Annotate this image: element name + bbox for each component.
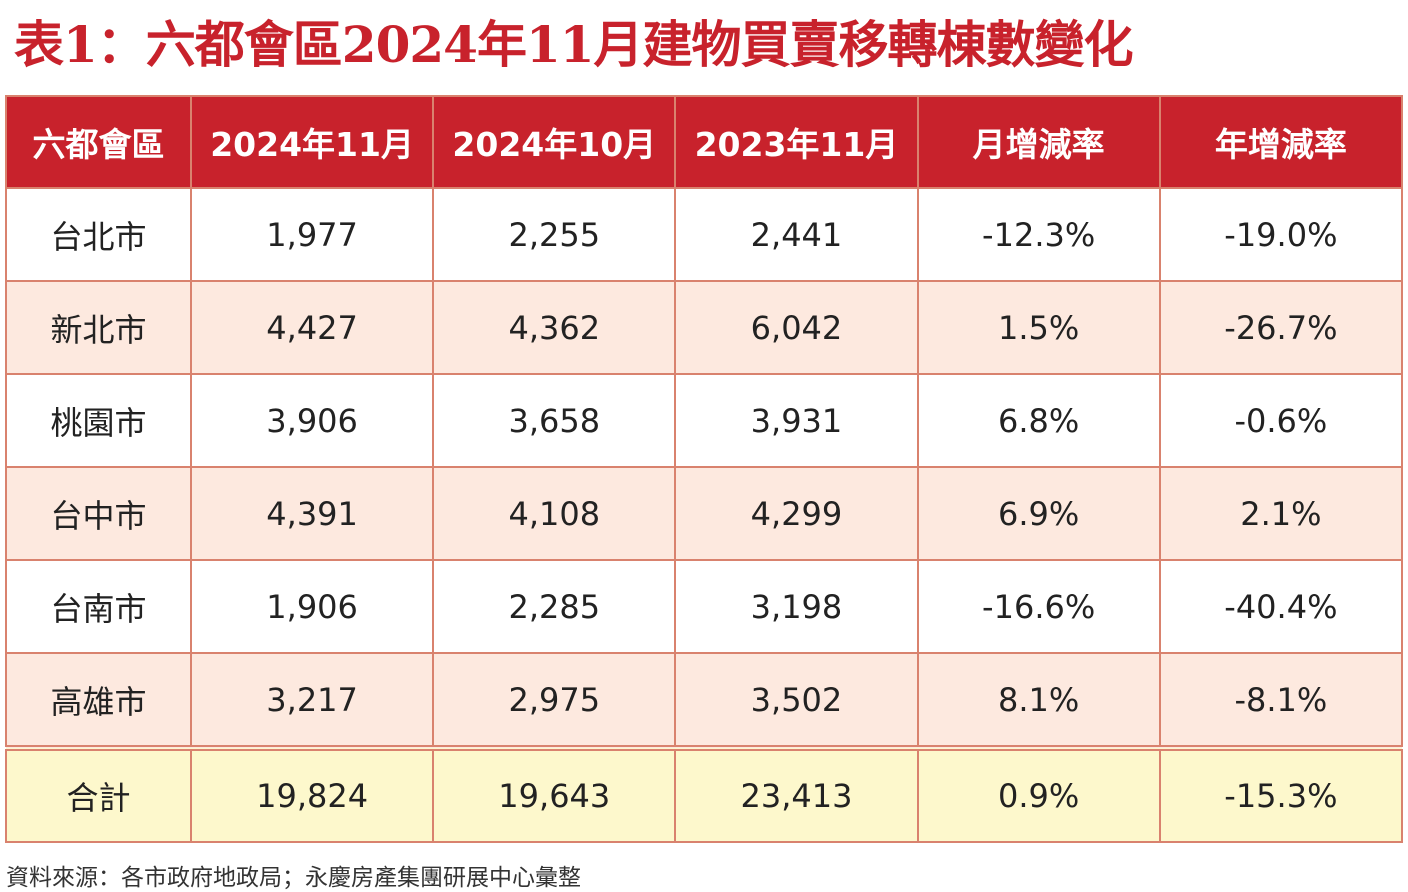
total-cell: 19,643 [432, 745, 677, 843]
header-cell: 2023年11月 [674, 95, 919, 189]
total-cell: 23,413 [674, 745, 919, 843]
header-cell: 年增減率 [1158, 95, 1404, 189]
table: 六都會區 2024年11月 2024年10月 2023年11月 月增減率 年增減率 台北市… [5, 95, 1404, 843]
table-cell: 4,299 [674, 466, 919, 561]
table-cell: 2,975 [432, 652, 677, 749]
table-cell: -40.4% [1158, 559, 1404, 654]
table-cell: 台北市 [5, 187, 192, 282]
table-cell: 3,931 [674, 373, 919, 468]
table-cell: 3,502 [674, 652, 919, 749]
table-footer: 合計 19,824 19,643 23,413 0.9% -15.3% [5, 745, 1404, 843]
table-cell: 8.1% [916, 652, 1161, 749]
table-row: 台南市 1,906 2,285 3,198 -16.6% -40.4% [5, 559, 1404, 654]
table-cell: 台中市 [5, 466, 192, 561]
table-cell: -0.6% [1158, 373, 1404, 468]
total-cell: 0.9% [916, 745, 1161, 843]
total-cell: 19,824 [189, 745, 435, 843]
table-cell: 6,042 [674, 280, 919, 375]
table-header: 六都會區 2024年11月 2024年10月 2023年11月 月增減率 年增減率 [5, 95, 1404, 189]
table-cell: 1,906 [189, 559, 435, 654]
table-cell: 新北市 [5, 280, 192, 375]
table-cell: 高雄市 [5, 652, 192, 749]
title: 表1：六都會區2024年11月建物買賣移轉棟數變化 [14, 15, 1134, 74]
table-cell: 台南市 [5, 559, 192, 654]
table-cell: 3,217 [189, 652, 435, 749]
table-row: 新北市 4,427 4,362 6,042 1.5% -26.7% [5, 280, 1404, 375]
table-row: 台北市 1,977 2,255 2,441 -12.3% -19.0% [5, 187, 1404, 282]
table-cell: 3,198 [674, 559, 919, 654]
table-cell: 6.8% [916, 373, 1161, 468]
table-cell: 4,391 [189, 466, 435, 561]
table-cell: 4,108 [432, 466, 677, 561]
table-cell: 4,362 [432, 280, 677, 375]
table-cell: 2,255 [432, 187, 677, 282]
table-cell: 桃園市 [5, 373, 192, 468]
source-note: 資料來源：各市政府地政局；永慶房產集團研展中心彙整 [6, 865, 581, 891]
table-cell: -8.1% [1158, 652, 1404, 749]
table-cell: 3,906 [189, 373, 435, 468]
table-cell: 3,658 [432, 373, 677, 468]
table-cell: 2,441 [674, 187, 919, 282]
table-cell: -26.7% [1158, 280, 1404, 375]
table-row: 台中市 4,391 4,108 4,299 6.9% 2.1% [5, 466, 1404, 561]
header-cell: 六都會區 [5, 95, 192, 189]
total-cell: 合計 [5, 745, 192, 843]
header-row: 六都會區 2024年11月 2024年10月 2023年11月 月增減率 年增減率 [5, 95, 1404, 189]
table-cell: 2,285 [432, 559, 677, 654]
table-cell: -19.0% [1158, 187, 1404, 282]
total-cell: -15.3% [1158, 745, 1404, 843]
table-cell: -16.6% [916, 559, 1161, 654]
header-cell: 2024年11月 [189, 95, 435, 189]
table-cell: 4,427 [189, 280, 435, 375]
table-cell: 2.1% [1158, 466, 1404, 561]
table-cell: 6.9% [916, 466, 1161, 561]
table-cell: 1,977 [189, 187, 435, 282]
header-cell: 月增減率 [916, 95, 1161, 189]
total-row: 合計 19,824 19,643 23,413 0.9% -15.3% [5, 745, 1404, 843]
table-cell: 1.5% [916, 280, 1161, 375]
table-body: 台北市 1,977 2,255 2,441 -12.3% -19.0% 新北市 4,427 4,… [5, 187, 1404, 749]
table-row: 高雄市 3,217 2,975 3,502 8.1% -8.1% [5, 652, 1404, 749]
header-cell: 2024年10月 [432, 95, 677, 189]
table-cell: -12.3% [916, 187, 1161, 282]
table-row: 桃園市 3,906 3,658 3,931 6.8% -0.6% [5, 373, 1404, 468]
